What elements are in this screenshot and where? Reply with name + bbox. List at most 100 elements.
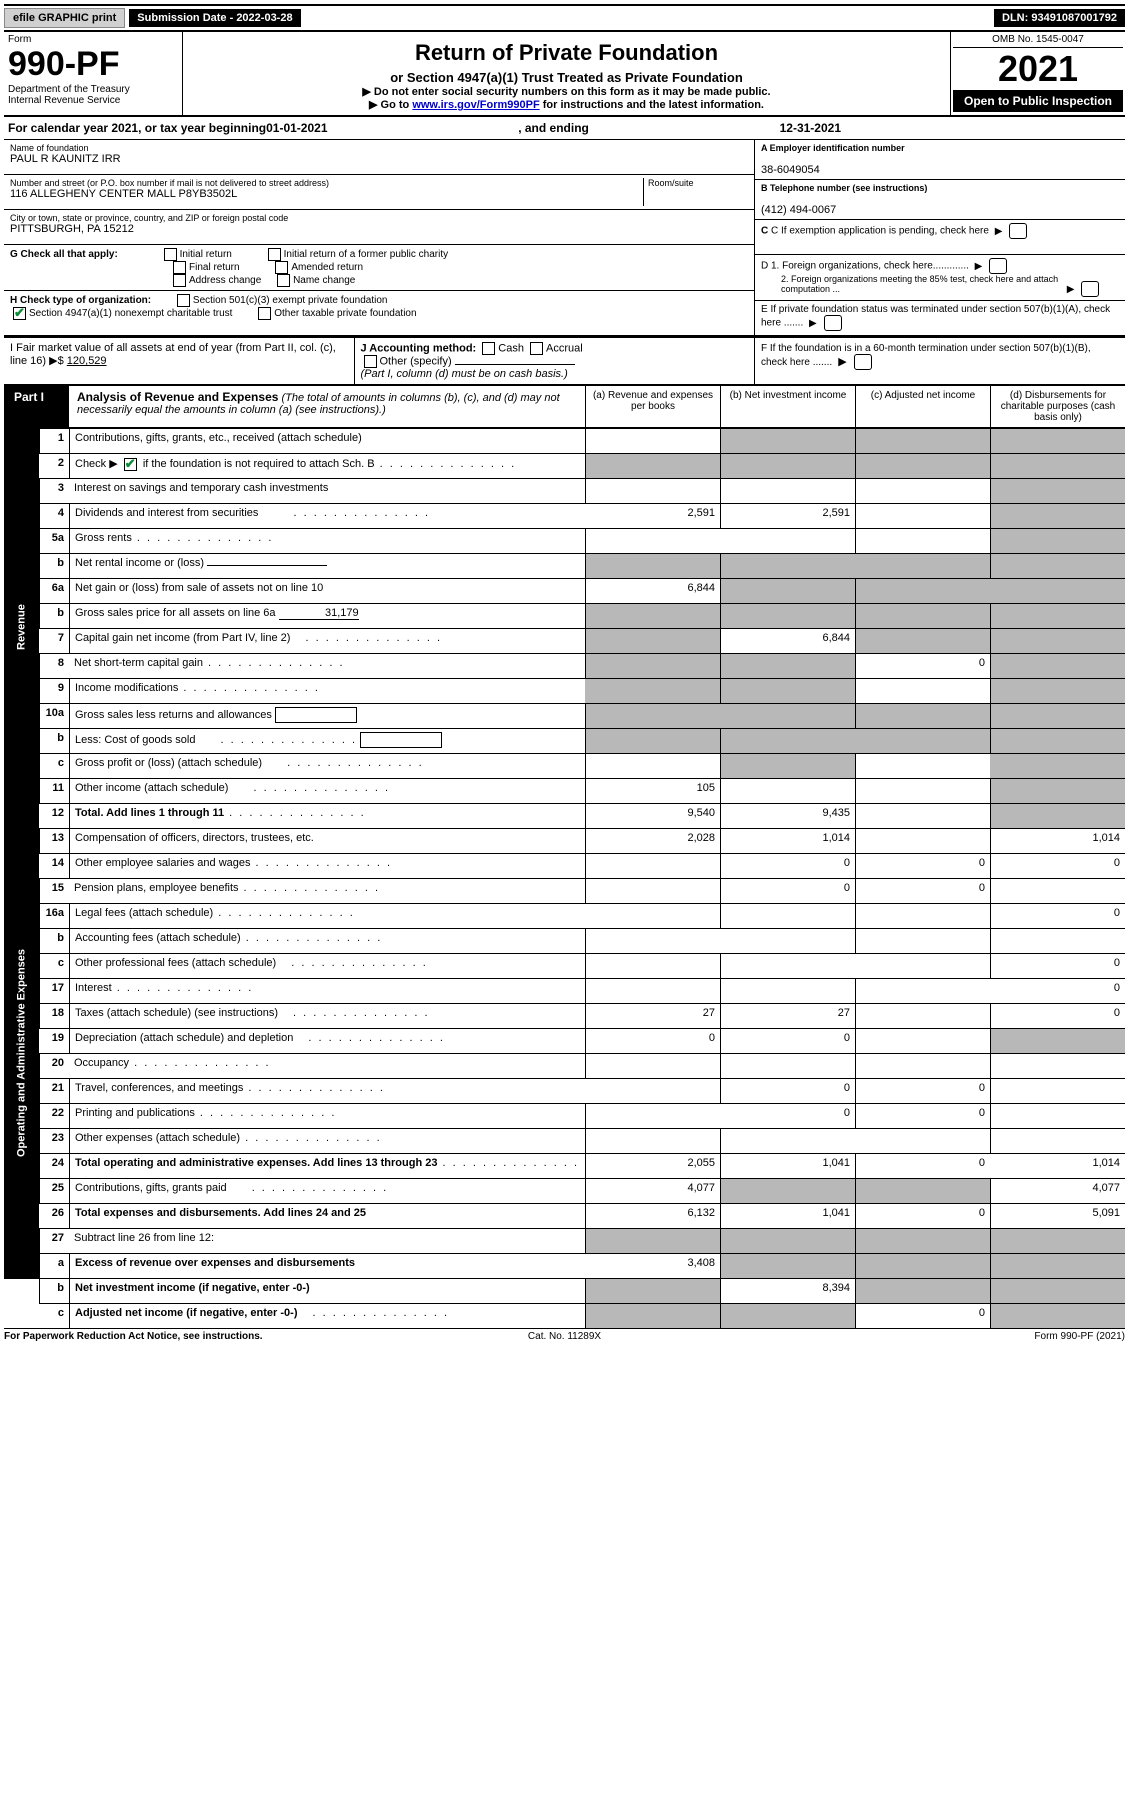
- tel-lbl: B Telephone number (see instructions): [761, 183, 1119, 193]
- line-desc: Dividends and interest from securities: [69, 503, 585, 528]
- cell-val: 0: [855, 1078, 990, 1103]
- part1-title: Analysis of Revenue and Expenses (The to…: [69, 386, 585, 427]
- line-num: b: [39, 928, 69, 953]
- cb-name-change[interactable]: [277, 274, 290, 287]
- cb-d2[interactable]: [1081, 281, 1099, 297]
- footer-left: For Paperwork Reduction Act Notice, see …: [4, 1331, 378, 1342]
- addr-val: 116 ALLEGHENY CENTER MALL P8YB3502L: [10, 188, 237, 200]
- line-desc: Adjusted net income (if negative, enter …: [69, 1303, 585, 1328]
- cb-d1[interactable]: [989, 258, 1007, 274]
- col-a-head: (a) Revenue and expenses per books: [585, 386, 720, 427]
- line-desc: Total operating and administrative expen…: [69, 1153, 585, 1178]
- city-lbl: City or town, state or province, country…: [10, 213, 748, 223]
- form-id-block: Form 990-PF Department of the Treasury I…: [4, 32, 183, 115]
- cell-val: 27: [585, 1003, 720, 1028]
- cell-val: 0: [855, 1103, 990, 1128]
- cell-val: 0: [990, 1003, 1125, 1028]
- cell-val: 0: [990, 978, 1125, 1003]
- cb-initial[interactable]: [164, 248, 177, 261]
- cell-val: 0: [585, 1028, 720, 1053]
- line-num: c: [39, 1303, 69, 1328]
- cell-val: 1,041: [720, 1203, 855, 1228]
- dln: DLN: 93491087001792: [994, 9, 1125, 27]
- line-num: 12: [39, 803, 69, 828]
- cell-val: 6,844: [585, 578, 720, 603]
- cb-final[interactable]: [173, 261, 186, 274]
- irs: Internal Revenue Service: [8, 95, 120, 106]
- cb-amended[interactable]: [275, 261, 288, 274]
- line-desc: Contributions, gifts, grants paid: [69, 1178, 585, 1203]
- line-num: b: [39, 1278, 69, 1303]
- dept: Department of the Treasury: [8, 84, 130, 95]
- line-desc: Gross profit or (loss) (attach schedule): [69, 753, 585, 778]
- line-desc: Less: Cost of goods sold: [69, 728, 585, 753]
- line-desc: Net investment income (if negative, ente…: [69, 1278, 585, 1303]
- cell-val: 5,091: [990, 1203, 1125, 1228]
- cell-val: 2,028: [585, 828, 720, 853]
- line-num: 16a: [39, 903, 69, 928]
- cb-other-acct[interactable]: [364, 355, 377, 368]
- section-d: D 1. Foreign organizations, check here..…: [755, 255, 1125, 301]
- i-val: 120,529: [67, 355, 107, 367]
- line-desc: Other income (attach schedule): [69, 778, 585, 803]
- line-num: 13: [39, 828, 69, 853]
- line-num: 1: [39, 428, 69, 453]
- cb-4947-checked[interactable]: [13, 307, 26, 320]
- cell-val: 4,077: [990, 1178, 1125, 1203]
- cell-val: 27: [720, 1003, 855, 1028]
- line-num: 4: [39, 503, 69, 528]
- cell-val: 2,055: [585, 1153, 720, 1178]
- form-subtitle: or Section 4947(a)(1) Trust Treated as P…: [191, 70, 942, 85]
- line-desc: Excess of revenue over expenses and disb…: [69, 1253, 585, 1278]
- cb-501c3[interactable]: [177, 294, 190, 307]
- cb-initial-former[interactable]: [268, 248, 281, 261]
- line-num: 20: [39, 1053, 69, 1078]
- ein-val: 38-6049054: [761, 164, 820, 176]
- efile-print-btn[interactable]: efile GRAPHIC print: [4, 8, 125, 28]
- irs-link[interactable]: www.irs.gov/Form990PF: [412, 99, 539, 111]
- calyear-begin: 01-01-2021: [266, 121, 327, 135]
- line-desc: Travel, conferences, and meetings: [69, 1078, 585, 1103]
- line-desc: Legal fees (attach schedule): [69, 903, 585, 928]
- line-desc: Other professional fees (attach schedule…: [69, 953, 585, 978]
- cb-sch-b[interactable]: [124, 458, 137, 471]
- cb-addr-change[interactable]: [173, 274, 186, 287]
- col-b-head: (b) Net investment income: [720, 386, 855, 427]
- cell-val: 0: [720, 1103, 855, 1128]
- line-num: 25: [39, 1178, 69, 1203]
- i-lbl: I Fair market value of all assets at end…: [10, 342, 336, 367]
- line-num: b: [39, 553, 69, 578]
- line-num: 22: [39, 1103, 69, 1128]
- ein-lbl: A Employer identification number: [761, 143, 1119, 153]
- cb-f[interactable]: [854, 354, 872, 370]
- room-lbl: Room/suite: [648, 178, 748, 188]
- line-desc: Gross rents: [69, 528, 585, 553]
- cell-val: 6,132: [585, 1203, 720, 1228]
- addr-lbl: Number and street (or P.O. box number if…: [10, 178, 643, 188]
- line-num: b: [39, 728, 69, 753]
- line-num: c: [39, 753, 69, 778]
- part1-label: Part I: [4, 386, 69, 427]
- cb-e[interactable]: [824, 315, 842, 331]
- line-num: a: [39, 1253, 69, 1278]
- cb-c[interactable]: [1009, 223, 1027, 239]
- calyear-pre: For calendar year 2021, or tax year begi…: [8, 121, 266, 135]
- cb-other-taxable[interactable]: [258, 307, 271, 320]
- city-val: PITTSBURGH, PA 15212: [10, 223, 134, 235]
- line-desc: Compensation of officers, directors, tru…: [69, 828, 585, 853]
- cell-val: 0: [855, 878, 990, 903]
- line-num: 2: [39, 453, 69, 478]
- cb-cash[interactable]: [482, 342, 495, 355]
- line-desc: Capital gain net income (from Part IV, l…: [69, 628, 585, 653]
- revenue-side-label: Revenue: [4, 428, 39, 828]
- cell-val: 6,844: [720, 628, 855, 653]
- section-h: H Check type of organization: Section 50…: [4, 291, 754, 325]
- foundation-name: PAUL R KAUNITZ IRR: [10, 153, 121, 165]
- cell-val: 0: [990, 853, 1125, 878]
- line-num: 18: [39, 1003, 69, 1028]
- cell-val: 2,591: [585, 503, 720, 528]
- cb-accrual[interactable]: [530, 342, 543, 355]
- line-desc: Depreciation (attach schedule) and deple…: [69, 1028, 585, 1053]
- col-c-head: (c) Adjusted net income: [855, 386, 990, 427]
- cell-val: 1,014: [990, 828, 1125, 853]
